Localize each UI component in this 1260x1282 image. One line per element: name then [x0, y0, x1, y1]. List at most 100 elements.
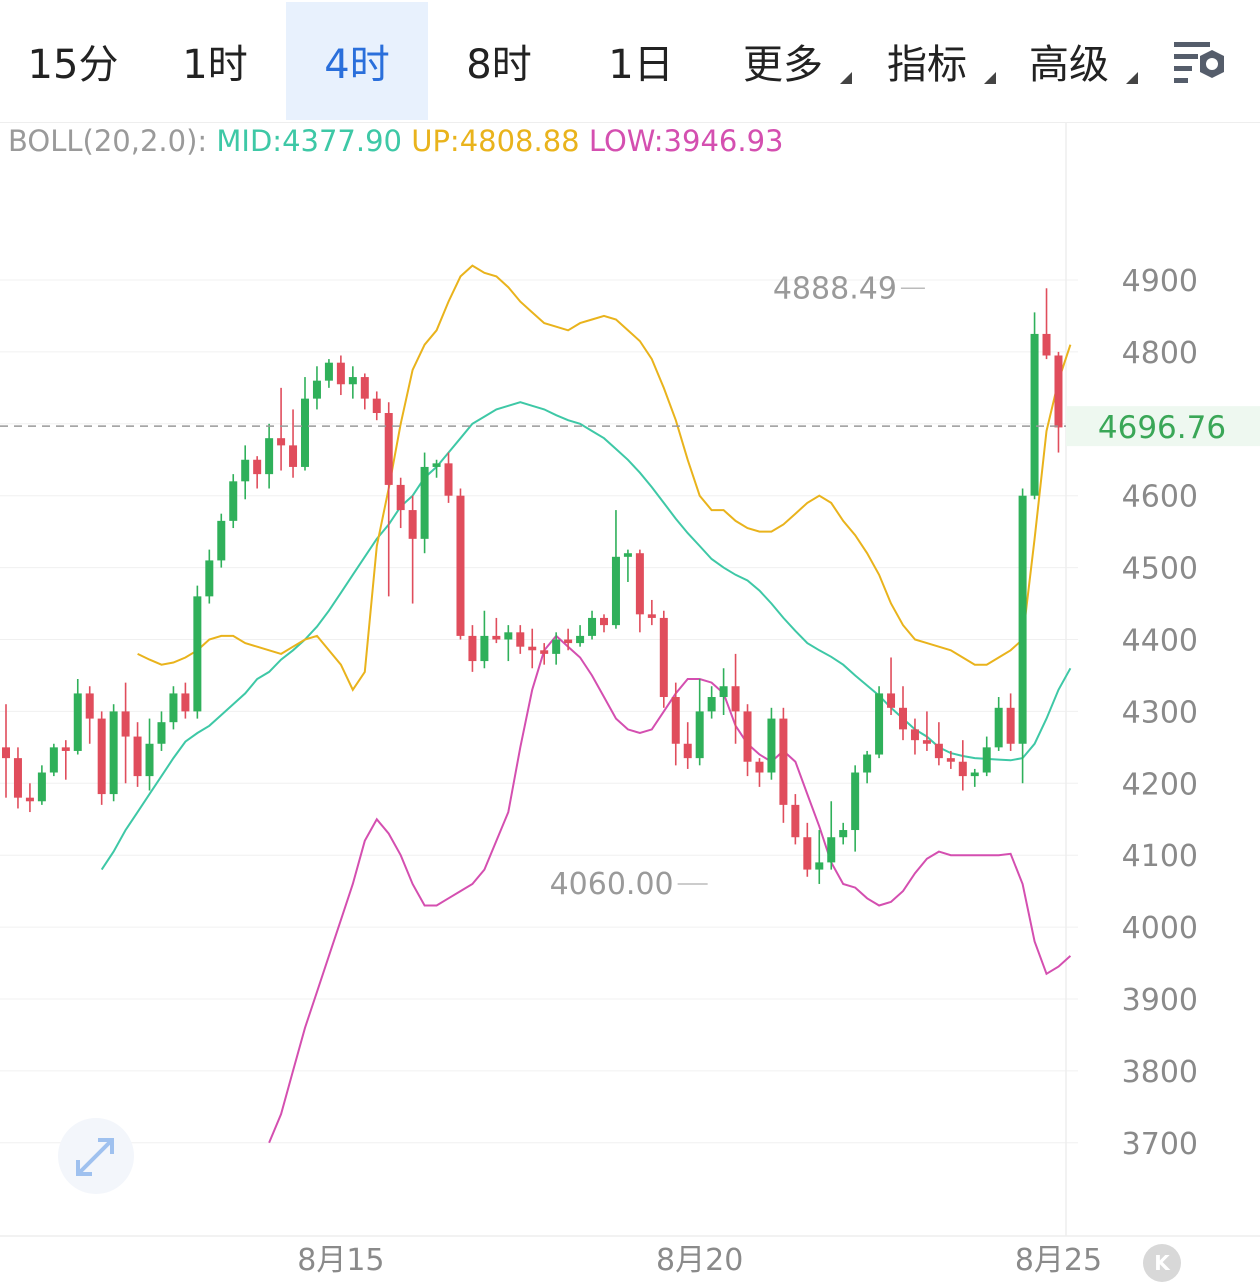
- candle-body: [707, 697, 716, 712]
- candle-body: [205, 560, 214, 597]
- candle-body: [265, 438, 274, 475]
- candle-body: [468, 635, 477, 662]
- candle-body: [492, 635, 501, 640]
- y-tick-label: 4900: [1122, 264, 1198, 299]
- candle-body: [145, 743, 154, 777]
- candle-body: [576, 635, 585, 644]
- candle-body: [372, 398, 381, 414]
- candle-body: [229, 481, 238, 521]
- candle-body: [109, 711, 118, 795]
- candle-body: [887, 693, 896, 708]
- candle-body: [970, 772, 979, 777]
- boll-mid-value: MID:4377.90: [216, 124, 402, 158]
- candle-body: [37, 772, 46, 802]
- dropdown-caret-icon: [840, 72, 852, 84]
- candle-body: [600, 617, 608, 626]
- candle-body: [85, 693, 94, 719]
- y-tick-label: 3800: [1122, 1055, 1198, 1090]
- tab-label: 4时: [324, 42, 390, 88]
- y-tick-label: 4100: [1122, 839, 1198, 874]
- period-tab-bar: 15分 1时 4时 8时 1日 更多 指标 高级: [0, 0, 1260, 123]
- candle-body: [169, 693, 178, 723]
- tab-3[interactable]: 4时: [286, 2, 428, 120]
- y-tick-label: 4300: [1122, 695, 1198, 730]
- candle-body: [623, 553, 632, 557]
- candle-body: [181, 693, 190, 712]
- tab-7[interactable]: 指标: [856, 2, 998, 120]
- candle-body: [683, 743, 692, 759]
- candle-body: [564, 639, 573, 644]
- candle-body: [25, 797, 34, 802]
- chart-settings-icon[interactable]: [1168, 36, 1232, 92]
- candlestick-chart[interactable]: 4900 4800 4600 4500 4400 4300 4200 4100 4000 3900…: [0, 122, 1260, 1282]
- tab-label: 更多: [743, 42, 823, 88]
- candle-body: [217, 520, 226, 561]
- x-tick-label: 8月20: [656, 1243, 743, 1278]
- candle-body: [301, 398, 309, 467]
- dropdown-caret-icon: [984, 72, 996, 84]
- candle-body: [827, 837, 836, 863]
- candle-body: [743, 711, 752, 762]
- current-price-label: 4696.76: [1098, 410, 1226, 446]
- candle-body: [1006, 707, 1015, 744]
- candle-body: [934, 743, 943, 759]
- min-price-label: 4060.00: [550, 867, 674, 902]
- candle-body: [731, 686, 740, 712]
- candle-body: [755, 761, 764, 773]
- candle-body: [767, 718, 776, 773]
- candle-body: [803, 837, 812, 870]
- boll-low-value: LOW:3946.93: [588, 124, 784, 158]
- candle-body: [910, 729, 919, 741]
- candle-body: [121, 711, 130, 737]
- candle-body: [779, 718, 788, 805]
- y-tick-label: 4400: [1122, 624, 1198, 659]
- candle-body: [1030, 333, 1039, 496]
- kline-icon[interactable]: K: [1143, 1244, 1181, 1282]
- expand-icon[interactable]: [58, 1118, 134, 1194]
- tab-4[interactable]: 8时: [428, 2, 570, 120]
- tab-1[interactable]: 15分: [2, 2, 144, 120]
- boll-indicator-legend: BOLL(20,2.0): MID:4377.90 UP:4808.88 LOW…: [8, 124, 783, 158]
- tab-5[interactable]: 1日: [570, 2, 712, 120]
- tab-8[interactable]: 高级: [998, 2, 1140, 120]
- tab-label: 15分: [27, 42, 119, 88]
- candle-body: [456, 495, 465, 636]
- candle-body: [432, 463, 441, 467]
- candle-body: [899, 707, 907, 730]
- y-tick-label: 3900: [1122, 983, 1198, 1018]
- candle-body: [61, 747, 70, 751]
- candle-body: [994, 707, 1003, 748]
- candle-body: [253, 459, 262, 475]
- candle-body: [839, 830, 848, 838]
- candle-body: [516, 632, 525, 647]
- candle-body: [982, 747, 991, 773]
- candle-body: [946, 758, 955, 762]
- candle-body: [875, 693, 884, 755]
- y-tick-label: 4000: [1122, 911, 1198, 946]
- candle-body: [922, 740, 931, 744]
- candle-body: [396, 484, 405, 511]
- candle-body: [312, 380, 321, 399]
- candle-body: [504, 632, 513, 640]
- candle-body: [360, 377, 369, 399]
- boll-low-line: [268, 634, 1072, 1144]
- candle-body: [540, 650, 549, 654]
- candle-body: [73, 693, 82, 751]
- x-tick-label: 8月15: [297, 1243, 384, 1278]
- candle-body: [695, 711, 704, 759]
- tab-6[interactable]: 更多: [712, 2, 854, 120]
- max-price-label: 4888.49: [773, 271, 897, 306]
- dropdown-caret-icon: [1126, 72, 1138, 84]
- candle-body: [791, 804, 800, 838]
- candle-body: [277, 438, 286, 446]
- candle-body: [2, 747, 10, 759]
- candle-body: [193, 596, 202, 712]
- y-tick-label: 4600: [1122, 480, 1198, 515]
- candle-body: [671, 697, 680, 744]
- candle-body: [49, 747, 58, 773]
- candle-body: [157, 722, 166, 744]
- boll-up-line: [137, 264, 1072, 692]
- candle-body: [1042, 333, 1051, 356]
- candle-body: [635, 553, 644, 615]
- tab-2[interactable]: 1时: [144, 2, 286, 120]
